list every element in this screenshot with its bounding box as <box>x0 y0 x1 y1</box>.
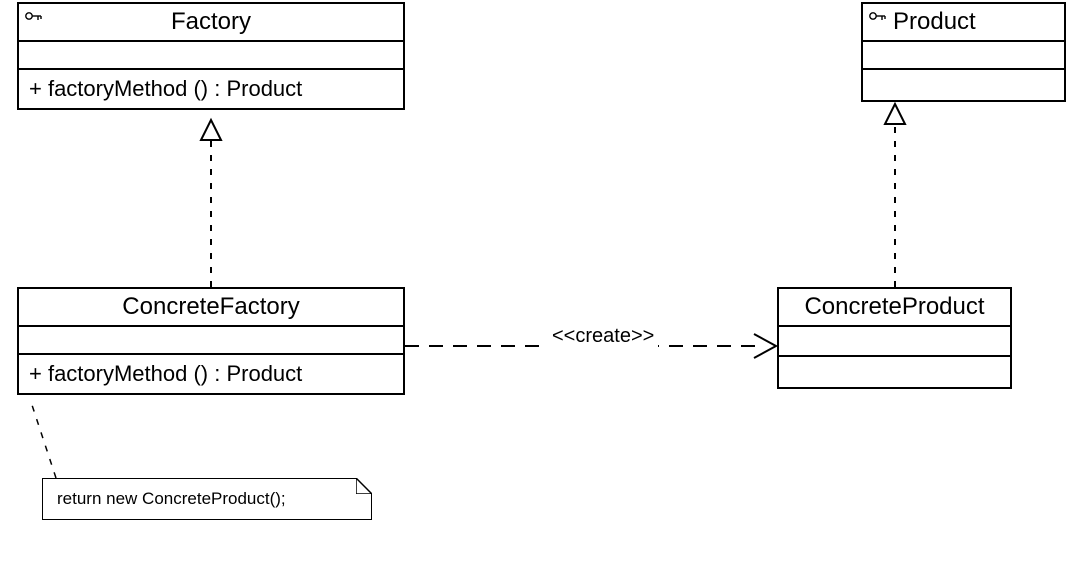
class-concrete-factory: ConcreteFactory + factoryMethod () : Pro… <box>17 287 405 395</box>
class-concrete-factory-name: ConcreteFactory <box>19 289 403 327</box>
class-concrete-factory-ops: + factoryMethod () : Product <box>19 355 403 393</box>
class-product: Product <box>861 2 1066 102</box>
class-factory-name-text: Factory <box>171 8 251 35</box>
class-concrete-product-name: ConcreteProduct <box>779 289 1010 327</box>
class-concrete-product-ops <box>779 357 1010 387</box>
class-product-ops <box>863 70 1064 100</box>
class-concrete-product-attrs <box>779 327 1010 357</box>
edge-note-anchor <box>32 405 56 478</box>
class-concrete-factory-op-0: + factoryMethod () : Product <box>29 361 302 386</box>
key-icon <box>869 10 887 22</box>
note-fold-icon <box>356 478 372 494</box>
class-concrete-factory-name-text: ConcreteFactory <box>122 293 299 320</box>
class-product-name: Product <box>863 4 1064 42</box>
class-factory-ops: + factoryMethod () : Product <box>19 70 403 108</box>
edge-create-label-text: <<create>> <box>552 325 654 347</box>
edge-create-label: <<create>> <box>548 325 658 348</box>
note: return new ConcreteProduct(); <box>42 478 372 520</box>
class-concrete-product-name-text: ConcreteProduct <box>804 293 984 320</box>
class-factory-op-0: + factoryMethod () : Product <box>29 76 302 101</box>
note-text: return new ConcreteProduct(); <box>57 489 286 508</box>
class-product-name-text: Product <box>893 8 976 35</box>
class-factory-name: Factory <box>19 4 403 42</box>
edge-realize-product <box>885 104 905 287</box>
class-factory: Factory + factoryMethod () : Product <box>17 2 405 110</box>
class-product-attrs <box>863 42 1064 70</box>
class-concrete-factory-attrs <box>19 327 403 355</box>
edge-realize-factory <box>201 120 221 287</box>
key-icon <box>25 10 43 22</box>
class-concrete-product: ConcreteProduct <box>777 287 1012 389</box>
class-factory-attrs <box>19 42 403 70</box>
